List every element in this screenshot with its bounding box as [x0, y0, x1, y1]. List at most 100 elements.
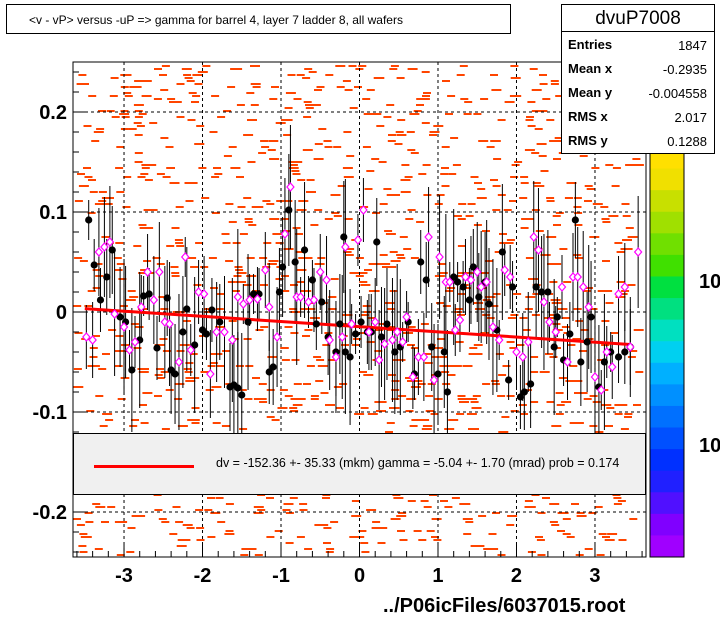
- histogram-cell: [282, 509, 291, 511]
- histogram-cell: [382, 266, 392, 268]
- histogram-cell: [141, 167, 150, 169]
- histogram-cell: [424, 362, 433, 364]
- histogram-cell: [89, 347, 98, 349]
- histogram-cell: [185, 362, 194, 364]
- histogram-cell: [291, 170, 300, 172]
- histogram-cell: [79, 551, 88, 553]
- histogram-cell: [98, 368, 107, 370]
- histogram-cell: [138, 272, 149, 274]
- histogram-cell: [554, 137, 563, 139]
- histogram-cell: [510, 314, 519, 316]
- histogram-cell: [459, 401, 469, 403]
- histogram-cell: [337, 185, 346, 187]
- histogram-cell: [88, 95, 97, 97]
- histogram-cell: [158, 296, 167, 298]
- histogram-cell: [442, 383, 451, 385]
- histogram-cell: [94, 548, 103, 550]
- histogram-cell: [546, 200, 555, 202]
- histogram-cell: [635, 371, 644, 373]
- histogram-cell: [546, 197, 555, 199]
- histogram-cell: [283, 503, 294, 505]
- histogram-cell: [255, 329, 264, 331]
- data-point: [353, 235, 363, 245]
- histogram-cell: [579, 392, 588, 394]
- histogram-cell: [459, 65, 468, 67]
- histogram-cell: [542, 497, 550, 499]
- data-point: [516, 393, 525, 401]
- legend-fit-line: [94, 465, 194, 468]
- histogram-cell: [98, 200, 107, 202]
- data-point: [607, 362, 617, 372]
- histogram-cell: [333, 215, 342, 217]
- histogram-cell: [246, 92, 255, 94]
- histogram-cell: [116, 263, 125, 265]
- data-point: [505, 376, 513, 384]
- histogram-cell: [281, 290, 290, 292]
- data-point: [119, 322, 129, 332]
- histogram-cell: [208, 257, 217, 259]
- histogram-cell: [589, 395, 598, 397]
- histogram-cell: [252, 86, 261, 88]
- histogram-cell: [491, 380, 500, 382]
- data-point: [296, 292, 305, 302]
- stats-row-rms-x: RMS x 2.017: [562, 104, 714, 128]
- histogram-cell: [588, 512, 597, 514]
- histogram-cell: [346, 155, 355, 157]
- histogram-cell: [440, 500, 448, 502]
- histogram-cell: [79, 533, 88, 535]
- data-point: [331, 352, 341, 362]
- data-point: [202, 330, 211, 338]
- histogram-cell: [86, 410, 95, 412]
- histogram-cell: [129, 86, 138, 88]
- histogram-cell: [288, 167, 299, 169]
- histogram-cell: [211, 212, 220, 214]
- histogram-cell: [447, 374, 456, 376]
- histogram-cell: [207, 536, 216, 538]
- histogram-cell: [144, 179, 153, 181]
- histogram-cell: [138, 80, 147, 82]
- histogram-cell: [275, 233, 284, 235]
- palette-segment: [650, 405, 684, 429]
- data-point: [143, 267, 152, 277]
- stats-label: Entries: [568, 37, 613, 52]
- histogram-cell: [133, 104, 144, 106]
- data-point: [312, 320, 320, 328]
- histogram-cell: [518, 404, 527, 406]
- data-point: [216, 318, 224, 326]
- histogram-cell: [235, 269, 244, 271]
- histogram-cell: [416, 98, 425, 100]
- histogram-cell: [74, 200, 83, 202]
- histogram-cell: [625, 227, 634, 229]
- histogram-cell: [131, 515, 140, 517]
- histogram-cell: [539, 83, 548, 85]
- histogram-cell: [232, 242, 241, 244]
- histogram-cell: [510, 77, 521, 79]
- histogram-cell: [291, 359, 300, 361]
- data-point: [475, 293, 483, 301]
- x-tick-label: -2: [194, 565, 212, 587]
- histogram-cell: [137, 176, 146, 178]
- histogram-cell: [134, 110, 143, 112]
- histogram-cell: [121, 344, 129, 346]
- palette-segment: [650, 168, 684, 191]
- stats-row-rms-y: RMS y 0.1288: [562, 128, 714, 152]
- histogram-cell: [266, 416, 275, 418]
- histogram-cell: [315, 380, 324, 382]
- histogram-cell: [406, 131, 415, 133]
- histogram-cell: [303, 116, 312, 118]
- histogram-cell: [323, 527, 332, 529]
- data-point: [171, 370, 179, 378]
- histogram-cell: [330, 194, 341, 196]
- histogram-cell: [162, 350, 171, 352]
- histogram-cell: [616, 281, 625, 283]
- data-point: [332, 348, 340, 356]
- histogram-cell: [490, 179, 498, 181]
- histogram-cell: [253, 206, 264, 208]
- plot-title: <v - vP> versus -uP => gamma for barrel …: [6, 4, 511, 34]
- histogram-cell: [521, 218, 530, 220]
- histogram-cell: [601, 344, 610, 346]
- histogram-cell: [134, 134, 143, 136]
- histogram-cell: [134, 152, 143, 154]
- histogram-cell: [322, 344, 331, 346]
- histogram-cell: [171, 275, 180, 277]
